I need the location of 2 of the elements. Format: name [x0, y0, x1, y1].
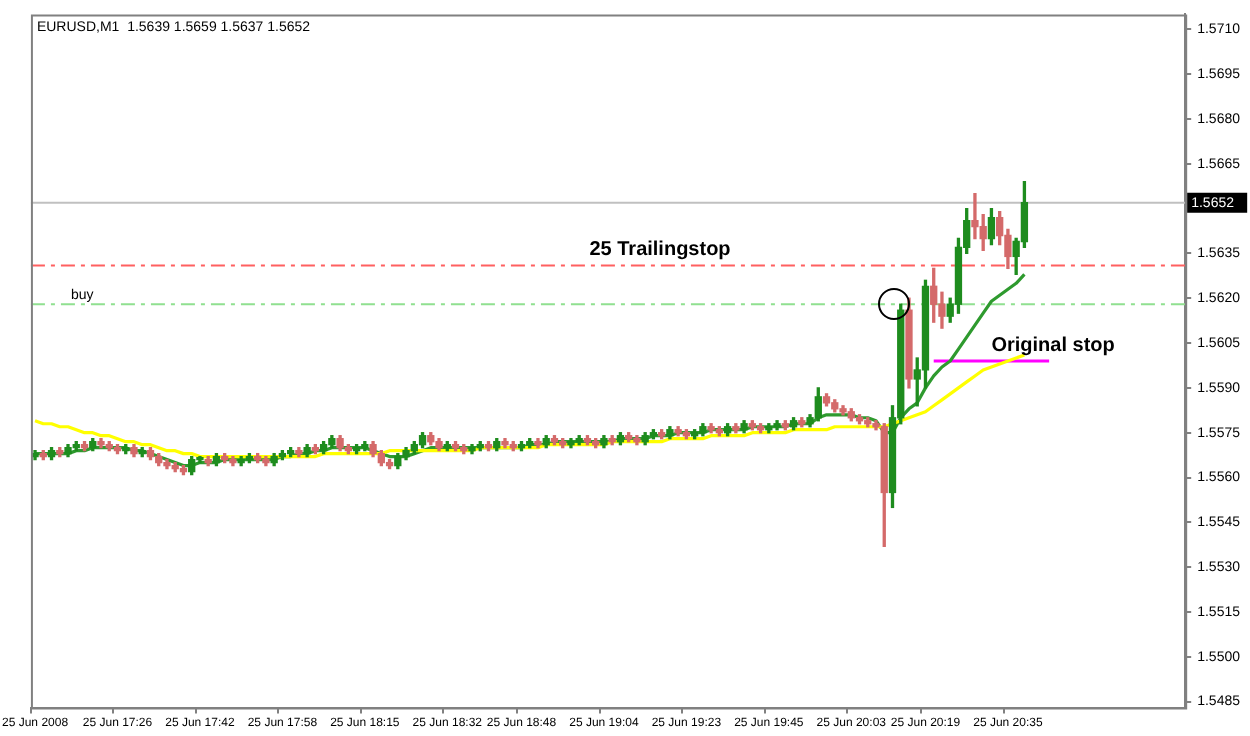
series-label: Original stop	[991, 334, 1115, 357]
ref-line-label: 25 Trailingstop	[589, 238, 731, 261]
